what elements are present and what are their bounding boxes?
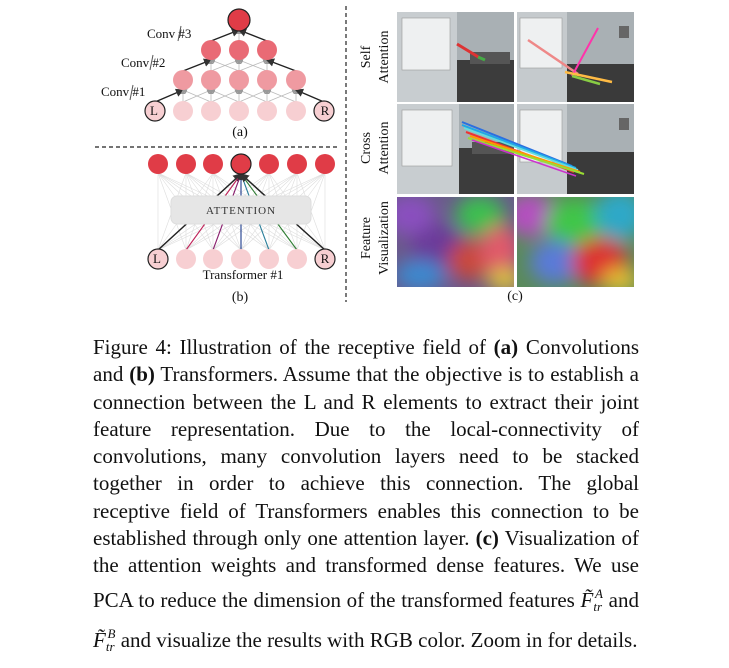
attention-input-node bbox=[231, 249, 251, 269]
caption-tag-a: (a) bbox=[493, 335, 519, 359]
attention-output-node bbox=[259, 154, 279, 174]
panel-a-caption: (a) bbox=[232, 125, 248, 140]
conv-edge bbox=[210, 89, 240, 103]
feature-visualization-left bbox=[397, 197, 514, 287]
svg-text:Self: Self bbox=[359, 45, 374, 68]
math-feature-b: F̃trB bbox=[93, 625, 116, 654]
conv-node bbox=[257, 70, 277, 90]
self-attention-image-left bbox=[397, 12, 514, 102]
conv-edge bbox=[154, 88, 185, 103]
attention-input-node bbox=[314, 248, 336, 270]
conv-node bbox=[229, 40, 249, 60]
figure-caption: Figure 4: Illustration of the receptive … bbox=[93, 334, 639, 660]
attention-box bbox=[170, 195, 312, 225]
attention-output-node bbox=[315, 154, 335, 174]
conv-node bbox=[286, 70, 306, 90]
figure-label: Figure 4: bbox=[93, 335, 172, 359]
panel-b-transformer: ATTENTION L R Transformer #1 (b) bbox=[147, 153, 336, 305]
panel-a-right-label: R bbox=[321, 103, 330, 118]
conv-node bbox=[229, 101, 249, 121]
conv-edge bbox=[238, 89, 268, 103]
conv-node bbox=[201, 70, 221, 90]
row-label-cross-attention: Cross Attention bbox=[359, 122, 392, 175]
attention-input-node bbox=[287, 249, 307, 269]
conv2-label: Conv #2 bbox=[121, 55, 165, 70]
conv-node bbox=[227, 8, 251, 32]
conv-node bbox=[229, 70, 249, 90]
feature-visualization-right bbox=[517, 197, 634, 287]
conv-edge bbox=[210, 59, 240, 72]
conv-edge bbox=[210, 28, 241, 42]
svg-text:Visualization: Visualization bbox=[377, 201, 392, 275]
svg-text:Attention: Attention bbox=[377, 122, 392, 175]
attention-output-node bbox=[287, 154, 307, 174]
attention-output-node bbox=[176, 154, 196, 174]
panel-b-left-label: L bbox=[153, 251, 161, 266]
panel-c-visualization: Self Attention Cross Attention Feature V… bbox=[359, 12, 634, 304]
conv-node bbox=[313, 100, 335, 122]
panel-c-caption: (c) bbox=[507, 289, 523, 304]
panel-b-caption: (b) bbox=[232, 290, 249, 305]
conv-node bbox=[286, 101, 306, 121]
attention-output-node bbox=[230, 153, 252, 175]
conv3-label: Conv #3 bbox=[147, 26, 191, 41]
conv-node bbox=[257, 101, 277, 121]
conv-edge bbox=[182, 89, 212, 103]
svg-text:Attention: Attention bbox=[377, 31, 392, 84]
conv-edge bbox=[238, 59, 268, 72]
cross-attention-image-right bbox=[517, 104, 634, 194]
conv1-label: Conv #1 bbox=[101, 84, 145, 99]
attention-input-node bbox=[176, 249, 196, 269]
conv-edge bbox=[266, 89, 297, 103]
panel-b-right-label: R bbox=[321, 251, 330, 266]
conv-node bbox=[257, 40, 277, 60]
transformer-label: Transformer #1 bbox=[203, 267, 284, 282]
conv-node bbox=[201, 40, 221, 60]
attention-input-node bbox=[203, 249, 223, 269]
conv-node bbox=[173, 101, 193, 121]
attention-label: ATTENTION bbox=[206, 205, 276, 217]
conv-edge bbox=[294, 88, 325, 103]
conv-edge bbox=[265, 58, 297, 72]
conv-node bbox=[144, 100, 166, 122]
row-label-feature-visualization: Feature Visualization bbox=[359, 201, 392, 275]
attention-output-node bbox=[148, 154, 168, 174]
figure-4-illustration: Conv #3 Conv #2 Conv #1 L R (a) ATTENTIO… bbox=[95, 6, 634, 305]
cross-attention-image-left bbox=[397, 104, 514, 194]
attention-output-node bbox=[203, 154, 223, 174]
svg-text:Feature: Feature bbox=[359, 217, 374, 259]
math-feature-a: F̃trA bbox=[580, 585, 603, 614]
row-label-self-attention: Self Attention bbox=[359, 31, 392, 84]
panel-a-left-label: L bbox=[150, 103, 158, 118]
panel-a-convolution: Conv #3 Conv #2 Conv #1 L R (a) bbox=[101, 8, 335, 140]
caption-tag-c: (c) bbox=[475, 526, 499, 551]
conv-edge bbox=[237, 28, 268, 42]
conv-node bbox=[173, 70, 193, 90]
caption-tag-b: (b) bbox=[129, 362, 155, 387]
attention-input-node bbox=[147, 248, 169, 270]
attention-input-node bbox=[259, 249, 279, 269]
conv-edge bbox=[182, 58, 213, 72]
svg-text:Cross: Cross bbox=[359, 132, 374, 164]
conv-node bbox=[201, 101, 221, 121]
self-attention-image-right bbox=[517, 12, 634, 102]
cross-attention-lines bbox=[461, 121, 585, 177]
